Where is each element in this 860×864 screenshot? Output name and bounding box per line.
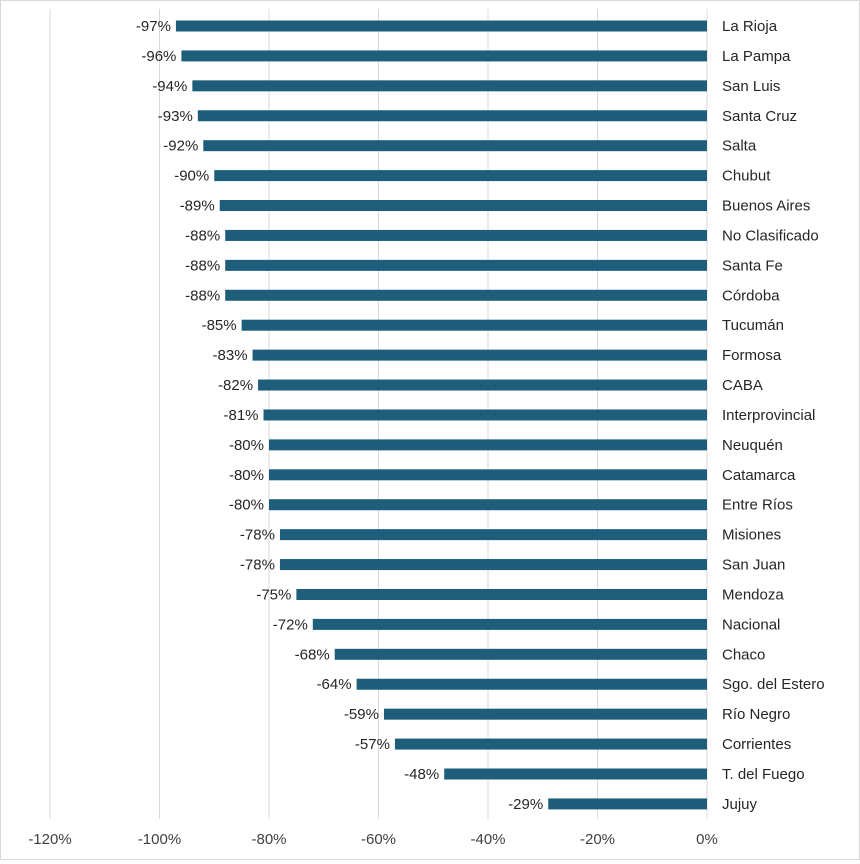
bar bbox=[263, 409, 707, 421]
bar bbox=[181, 50, 707, 62]
category-label: Catamarca bbox=[722, 467, 796, 484]
category-label: Corrientes bbox=[722, 736, 791, 753]
data-label: -92% bbox=[163, 138, 198, 155]
bar bbox=[548, 798, 707, 810]
data-label: -59% bbox=[344, 706, 379, 723]
data-label: -29% bbox=[508, 796, 543, 813]
data-label: -93% bbox=[158, 108, 193, 125]
bar bbox=[269, 469, 707, 481]
bar bbox=[225, 229, 707, 241]
bar bbox=[203, 140, 708, 152]
data-label: -83% bbox=[213, 347, 248, 364]
category-label: Mendoza bbox=[722, 586, 784, 603]
data-label: -90% bbox=[174, 168, 209, 185]
data-label: -82% bbox=[218, 377, 253, 394]
data-label: -94% bbox=[152, 78, 187, 95]
category-label: Entre Ríos bbox=[722, 497, 793, 514]
category-label: Tucumán bbox=[722, 317, 784, 334]
data-label: -75% bbox=[256, 586, 291, 603]
category-label: Buenos Aires bbox=[722, 198, 810, 215]
bar bbox=[356, 678, 707, 690]
category-label: San Luis bbox=[722, 78, 780, 95]
category-label: Río Negro bbox=[722, 706, 790, 723]
data-label: -85% bbox=[202, 317, 237, 334]
category-label: Sgo. del Estero bbox=[722, 676, 825, 693]
bar bbox=[296, 588, 707, 600]
bar bbox=[383, 708, 707, 720]
bar bbox=[279, 559, 707, 571]
bar bbox=[394, 738, 707, 750]
data-labels: -97% -96% -94% -93% -92% -90% -89% -88% -88% -88%… bbox=[136, 18, 543, 813]
category-label: Santa Cruz bbox=[722, 108, 797, 125]
x-tick-label: -100% bbox=[138, 831, 181, 848]
data-label: -68% bbox=[295, 646, 330, 663]
bar bbox=[269, 439, 707, 451]
data-label: -57% bbox=[355, 736, 390, 753]
bar bbox=[197, 110, 707, 122]
data-label: -88% bbox=[185, 257, 220, 274]
category-label: Chaco bbox=[722, 646, 765, 663]
bar bbox=[444, 768, 707, 780]
data-label: -80% bbox=[229, 467, 264, 484]
data-label: -97% bbox=[136, 18, 171, 35]
data-label: -88% bbox=[185, 227, 220, 244]
data-label: -88% bbox=[185, 287, 220, 304]
category-label: Chubut bbox=[722, 168, 771, 185]
category-label: La Pampa bbox=[722, 48, 791, 65]
category-label: Interprovincial bbox=[722, 407, 815, 424]
bar bbox=[252, 349, 707, 361]
category-label: No Clasificado bbox=[722, 227, 819, 244]
category-label: Nacional bbox=[722, 616, 780, 633]
x-tick-label: -60% bbox=[361, 831, 396, 848]
data-label: -78% bbox=[240, 557, 275, 574]
bar bbox=[258, 379, 707, 391]
bar bbox=[279, 529, 707, 541]
bar bbox=[214, 170, 707, 182]
data-label: -78% bbox=[240, 527, 275, 544]
data-label: -96% bbox=[141, 48, 176, 65]
data-label: -64% bbox=[317, 676, 352, 693]
x-tick-label: -40% bbox=[470, 831, 505, 848]
category-label: San Juan bbox=[722, 557, 785, 574]
category-labels: La Rioja La Pampa San Luis Santa Cruz Salta C… bbox=[722, 18, 825, 813]
data-label: -81% bbox=[223, 407, 258, 424]
bars bbox=[175, 20, 708, 810]
category-label: Jujuy bbox=[722, 796, 758, 813]
category-label: Neuquén bbox=[722, 437, 783, 454]
bar bbox=[219, 200, 707, 212]
bar bbox=[175, 20, 708, 32]
data-label: -72% bbox=[273, 616, 308, 633]
category-label: CABA bbox=[722, 377, 763, 394]
category-label: T. del Fuego bbox=[722, 766, 805, 783]
data-label: -80% bbox=[229, 437, 264, 454]
bar bbox=[225, 289, 707, 301]
x-tick-label: 0% bbox=[696, 831, 718, 848]
bar bbox=[225, 259, 707, 271]
bar bbox=[312, 618, 707, 630]
category-label: La Rioja bbox=[722, 18, 778, 35]
data-label: -48% bbox=[404, 766, 439, 783]
bar bbox=[192, 80, 708, 92]
bar bbox=[334, 648, 707, 660]
category-label: Salta bbox=[722, 138, 757, 155]
category-label: Formosa bbox=[722, 347, 782, 364]
data-label: -80% bbox=[229, 497, 264, 514]
category-label: Misiones bbox=[722, 527, 781, 544]
x-axis-ticks: -120% -100% -80% -60% -40% -20% 0% bbox=[28, 831, 718, 848]
category-label: Santa Fe bbox=[722, 257, 783, 274]
category-label: Córdoba bbox=[722, 287, 780, 304]
x-tick-label: -20% bbox=[580, 831, 615, 848]
bar bbox=[241, 319, 707, 331]
data-label: -89% bbox=[180, 198, 215, 215]
x-tick-label: -120% bbox=[28, 831, 71, 848]
bar bbox=[269, 499, 707, 511]
x-tick-label: -80% bbox=[251, 831, 286, 848]
